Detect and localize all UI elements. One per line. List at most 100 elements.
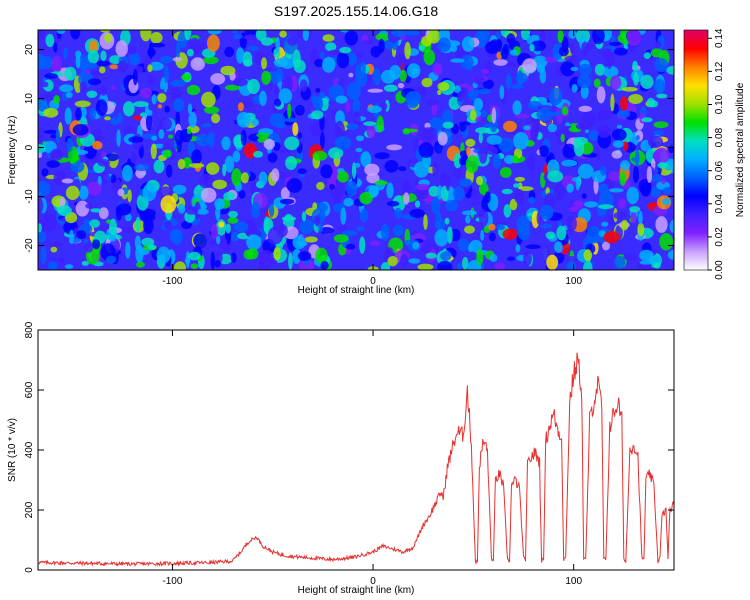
heat-blob <box>432 162 438 177</box>
heat-blob <box>614 256 626 269</box>
heat-blob <box>409 208 425 218</box>
heat-blob <box>44 73 58 79</box>
heat-blob <box>116 129 121 147</box>
heat-blob <box>610 75 622 90</box>
heat-blob <box>141 237 155 247</box>
heat-blob <box>575 176 581 191</box>
heat-blob <box>166 164 173 178</box>
heat-blob <box>186 84 201 96</box>
heat-blob <box>75 50 82 58</box>
heat-blob <box>513 183 521 188</box>
heat-blob <box>243 59 253 67</box>
heat-blob <box>359 192 373 205</box>
heat-blob <box>341 230 358 237</box>
heat-blob <box>586 226 602 244</box>
heat-blob <box>109 64 119 70</box>
spectrogram-x-axis-label: Height of straight line (km) <box>298 285 415 296</box>
heat-blob <box>608 188 624 193</box>
heat-blob <box>185 206 199 215</box>
heat-blob <box>48 261 58 270</box>
heat-blob <box>90 208 102 213</box>
heat-blob <box>558 45 569 57</box>
heat-blob <box>575 123 592 131</box>
heat-blob <box>49 241 63 247</box>
heat-blob <box>480 229 485 241</box>
heat-blob <box>454 166 462 178</box>
heat-blob <box>65 91 73 99</box>
heat-blob <box>185 251 190 268</box>
heat-blob <box>375 33 391 41</box>
heat-blob <box>127 189 132 203</box>
heat-blob <box>147 244 157 251</box>
heat-blob <box>214 260 221 268</box>
heat-blob <box>528 196 536 204</box>
heat-blob <box>312 202 318 210</box>
heat-blob <box>279 198 295 205</box>
heat-blob <box>485 41 500 55</box>
heat-blob <box>380 223 390 241</box>
heat-blob <box>140 87 153 99</box>
heat-blob <box>117 188 125 197</box>
heat-blob <box>117 60 128 73</box>
heat-blob <box>146 109 153 116</box>
heat-blob <box>240 129 247 146</box>
heat-blob <box>162 142 171 151</box>
heat-blob <box>89 219 100 228</box>
heat-blob <box>292 49 301 68</box>
heat-blob <box>431 196 441 214</box>
heat-blob <box>601 48 613 60</box>
heat-blob <box>84 68 91 74</box>
heat-blob <box>653 79 666 94</box>
heat-blob <box>158 129 165 139</box>
heat-blob <box>384 84 398 92</box>
heat-blob <box>466 146 471 157</box>
heat-blob <box>292 122 299 136</box>
heat-blob <box>261 70 271 85</box>
heat-blob <box>198 173 214 189</box>
heat-blob <box>437 37 451 52</box>
heat-blob <box>546 254 559 270</box>
heat-blob <box>146 75 155 85</box>
heat-blob <box>294 104 305 116</box>
heat-blob <box>401 179 412 197</box>
heat-blob <box>109 55 122 65</box>
heat-blob <box>45 33 55 48</box>
heat-blob <box>174 129 184 146</box>
colorbar-frame <box>683 29 709 271</box>
heat-blob <box>523 250 532 267</box>
heat-blob <box>539 145 549 158</box>
heat-blob <box>355 147 363 153</box>
heat-blob <box>583 249 593 262</box>
colorbar-tick-label: 0.08 <box>714 127 725 147</box>
heat-blob <box>215 203 221 221</box>
heat-blob <box>334 120 345 139</box>
heat-blob <box>397 82 405 89</box>
heat-blob <box>58 256 65 264</box>
heat-blob <box>99 66 106 74</box>
heat-blob <box>488 223 496 231</box>
heat-blob <box>367 88 384 93</box>
spectrogram-y-tick-label: 20 <box>24 44 35 56</box>
heat-blob <box>193 233 207 249</box>
heat-blob <box>157 104 163 109</box>
heat-blob <box>496 38 503 52</box>
spectrogram-x-tick-label: 0 <box>370 276 376 287</box>
heat-blob <box>459 178 472 188</box>
heat-blob <box>426 99 439 106</box>
heat-blob <box>400 254 409 268</box>
heat-blob <box>461 36 475 52</box>
spectrogram-y-tick-label: 0 <box>24 144 35 150</box>
heat-blob <box>287 103 292 119</box>
heat-blob <box>573 200 584 209</box>
heat-blob <box>308 260 314 269</box>
heat-blob <box>232 78 248 87</box>
heat-blob <box>452 186 465 201</box>
heat-blob <box>207 132 215 148</box>
heat-blob <box>236 111 251 128</box>
heat-blob <box>240 172 249 184</box>
heat-blob <box>329 183 335 190</box>
heat-blob <box>143 217 154 235</box>
heat-blob <box>322 34 335 42</box>
heat-blob <box>641 117 653 123</box>
